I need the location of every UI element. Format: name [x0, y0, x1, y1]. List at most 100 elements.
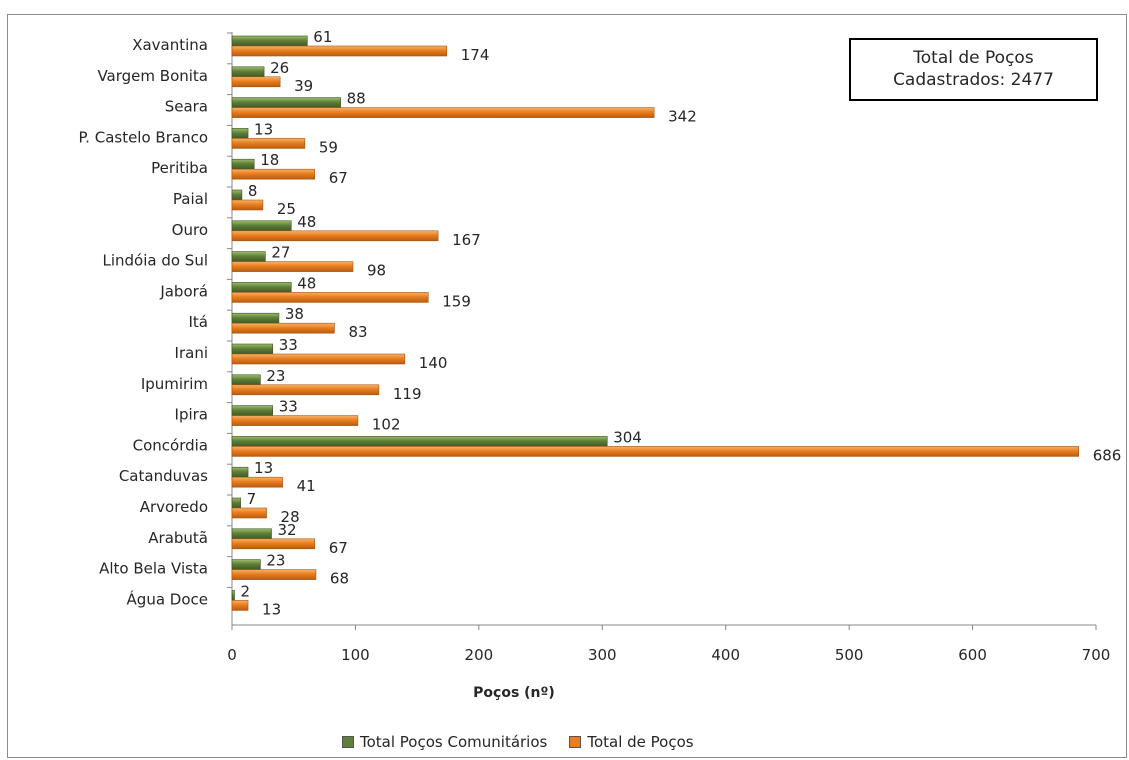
bar-communitarian: [231, 158, 255, 170]
bar-total: [231, 600, 249, 611]
data-label-communitarian: 18: [260, 151, 279, 169]
x-tick-label: 500: [835, 646, 864, 664]
bar-total: [231, 446, 1080, 457]
bar-total: [231, 538, 315, 550]
bar-total: [231, 45, 448, 57]
category-label: Xavantina: [132, 36, 208, 54]
legend-swatch-orange: [569, 736, 582, 748]
data-label-communitarian: 32: [277, 521, 296, 539]
bar-communitarian: [231, 35, 308, 47]
category-label: Ipumirim: [141, 375, 208, 393]
data-label-communitarian: 33: [279, 398, 298, 416]
total-wells-box: Total de Poços Cadastrados: 2477: [849, 38, 1098, 101]
bar-total: [231, 76, 281, 88]
bar-communitarian: [231, 97, 341, 108]
bar-communitarian: [231, 343, 274, 355]
bar-total: [231, 507, 267, 519]
category-label: Ipira: [175, 406, 208, 424]
data-label-communitarian: 88: [347, 90, 366, 108]
data-label-total: 13: [262, 600, 281, 618]
bar-total: [231, 384, 380, 396]
bar-communitarian: [231, 436, 608, 447]
bar-total: [231, 569, 317, 580]
x-tick-label: 700: [1082, 646, 1111, 664]
data-label-total: 119: [393, 385, 422, 403]
bar-communitarian: [231, 466, 249, 478]
category-label: Itá: [189, 313, 209, 331]
bar-communitarian: [231, 66, 265, 78]
data-label-communitarian: 61: [313, 28, 332, 46]
x-tick-label: 600: [958, 646, 987, 664]
legend-label-total: Total de Poços: [587, 733, 694, 751]
data-label-total: 59: [319, 138, 338, 156]
bar-total: [231, 415, 359, 426]
chart-legend: Total Poços Comunitários Total de Poços: [342, 732, 708, 752]
bar-total: [231, 476, 283, 488]
category-label: Vargem Bonita: [97, 67, 208, 85]
bar-communitarian: [231, 528, 272, 540]
data-label-total: 686: [1093, 446, 1122, 464]
bar-communitarian: [231, 559, 261, 570]
data-label-communitarian: 13: [254, 120, 273, 138]
bar-communitarian: [231, 251, 266, 262]
legend-item-total: Total de Poços: [569, 733, 694, 751]
data-label-communitarian: 48: [297, 274, 316, 292]
data-label-total: 25: [277, 200, 296, 218]
bar-total: [231, 292, 429, 303]
data-label-total: 159: [442, 292, 471, 310]
data-label-total: 140: [419, 354, 448, 372]
chart-frame: [7, 14, 1127, 758]
category-label: Catanduvas: [119, 467, 208, 485]
category-label: Jaborá: [159, 282, 208, 300]
bar-total: [231, 199, 264, 211]
bar-total: [231, 230, 439, 242]
bar-communitarian: [231, 282, 292, 293]
category-label: Arabutã: [148, 529, 208, 547]
legend-label-communitarian: Total Poços Comunitários: [360, 733, 548, 751]
category-label: Ouro: [172, 221, 208, 239]
data-label-total: 67: [329, 539, 348, 557]
category-label: Concórdia: [133, 436, 208, 454]
x-axis-title: Poços (nº): [473, 685, 555, 701]
data-label-communitarian: 2: [240, 582, 250, 600]
bar-total: [231, 353, 406, 365]
category-label: Alto Bela Vista: [99, 560, 208, 578]
data-label-total: 67: [329, 169, 348, 187]
category-label: Arvoredo: [140, 498, 208, 516]
category-label: Irani: [175, 344, 208, 362]
data-label-total: 28: [281, 508, 300, 526]
bar-communitarian: [231, 374, 261, 386]
bar-communitarian: [231, 220, 292, 232]
x-tick-label: 0: [227, 646, 237, 664]
bar-communitarian: [231, 497, 241, 509]
data-label-total: 102: [372, 416, 401, 434]
category-label: Lindóia do Sul: [102, 252, 208, 270]
total-box-line1: Total de Poços: [913, 48, 1034, 68]
bar-communitarian: [231, 312, 280, 324]
data-label-total: 39: [294, 77, 313, 95]
total-box-line2: Cadastrados: 2477: [893, 70, 1054, 90]
data-label-total: 174: [461, 46, 490, 64]
category-label: P. Castelo Branco: [78, 128, 208, 146]
data-label-communitarian: 13: [254, 459, 273, 477]
data-label-communitarian: 38: [285, 305, 304, 323]
data-label-communitarian: 48: [297, 213, 316, 231]
data-label-total: 83: [348, 323, 367, 341]
bar-communitarian: [231, 590, 235, 601]
bar-total: [231, 138, 306, 149]
category-label: Peritiba: [151, 159, 208, 177]
data-label-communitarian: 26: [270, 59, 289, 77]
bar-total: [231, 107, 655, 118]
data-label-total: 167: [452, 231, 481, 249]
category-label: Paial: [173, 190, 208, 208]
x-tick-label: 200: [465, 646, 494, 664]
data-label-total: 41: [297, 477, 316, 495]
data-label-communitarian: 7: [247, 490, 257, 508]
data-label-communitarian: 8: [248, 182, 258, 200]
data-label-total: 98: [367, 262, 386, 280]
bar-communitarian: [231, 405, 274, 416]
bar-total: [231, 322, 335, 334]
legend-swatch-green: [342, 736, 354, 748]
x-tick-label: 400: [711, 646, 740, 664]
